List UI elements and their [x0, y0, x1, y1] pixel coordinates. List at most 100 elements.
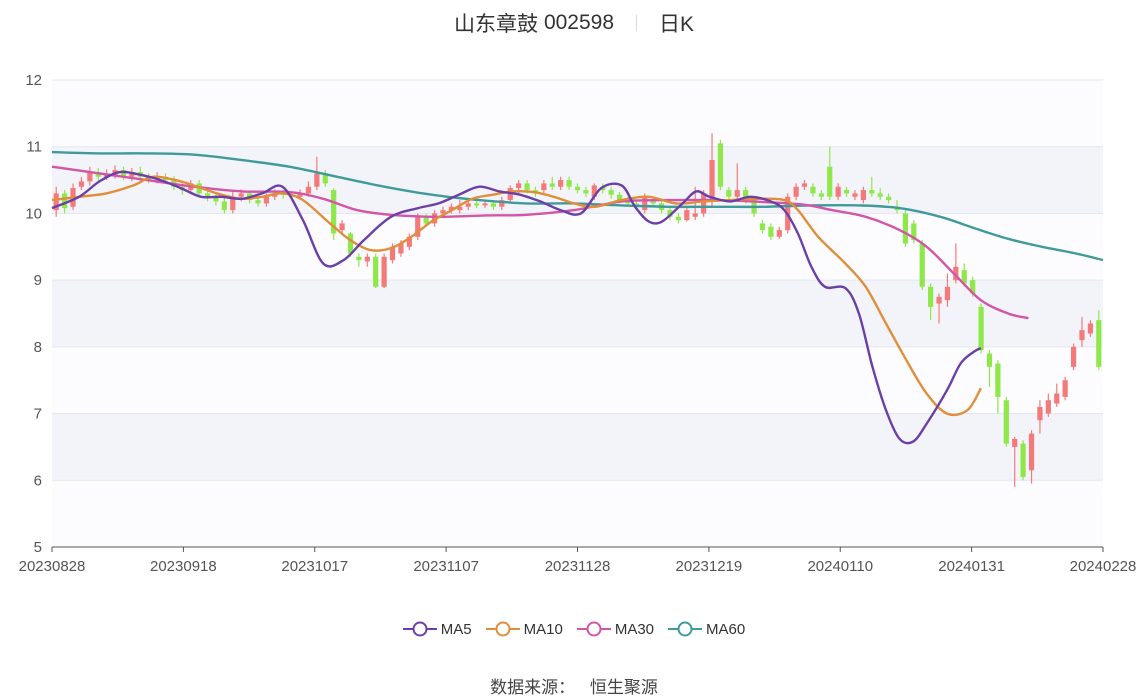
candle [793, 183, 799, 201]
candle-body [406, 236, 412, 247]
candle [801, 180, 808, 191]
ma60-line [51, 150, 1104, 262]
candle [818, 190, 824, 201]
x-tick-label: 20240228 [1070, 558, 1137, 575]
candle [928, 283, 934, 321]
candle [381, 253, 387, 289]
candle [885, 193, 892, 204]
candle [566, 176, 572, 191]
candle-body [970, 280, 976, 294]
candle-body [759, 223, 766, 231]
data-source: 数据来源： 恒生聚源 [0, 673, 1148, 698]
candle [230, 192, 236, 214]
plot-band [52, 80, 1103, 147]
candle-body [62, 193, 68, 209]
candle-body [78, 181, 85, 187]
candle-body [255, 200, 261, 204]
legend-item-ma10[interactable]: MA10 [485, 620, 563, 638]
candle [776, 226, 782, 239]
candle-body [457, 206, 463, 211]
candle-body [574, 186, 581, 191]
candle-body [53, 193, 59, 211]
candle [902, 210, 909, 247]
candle-body [263, 196, 270, 204]
candle-body [331, 190, 337, 234]
candle-body [120, 170, 127, 177]
candle-body [364, 256, 370, 262]
candle [810, 183, 816, 197]
candle [860, 186, 866, 204]
stock-code: 002598 [543, 11, 615, 34]
candle-body [801, 183, 808, 187]
candle-body [1070, 346, 1077, 367]
candle-body [347, 233, 354, 254]
legend-label-ma10: MA10 [523, 620, 563, 638]
candle-body [776, 230, 782, 237]
candle-body [726, 190, 732, 197]
candle-body [902, 213, 909, 244]
candle [717, 140, 724, 191]
candle [1045, 393, 1051, 417]
x-tick-label: 20230918 [150, 558, 217, 575]
candle [978, 303, 984, 354]
ma10-legend-icon [485, 621, 520, 637]
legend-item-ma30[interactable]: MA30 [576, 620, 654, 638]
candle-body [877, 193, 883, 197]
candle [406, 233, 412, 251]
candle [734, 163, 740, 201]
candle [499, 196, 505, 211]
candle [835, 183, 841, 201]
candle-body [230, 196, 236, 211]
candle [78, 176, 85, 191]
candle-body [650, 200, 656, 204]
candle-body [1045, 400, 1051, 414]
ma5-line [51, 170, 982, 445]
plot-band [52, 280, 1103, 347]
x-tick-label: 20231107 [413, 558, 479, 575]
candle-body [314, 173, 320, 187]
candle-body [667, 210, 673, 217]
y-tick-label: 6 [34, 472, 42, 489]
candle-body [473, 203, 480, 206]
candle [608, 186, 614, 199]
candle [1012, 436, 1018, 487]
candle-body [953, 266, 959, 281]
candle-body [1054, 393, 1060, 404]
candle [667, 206, 673, 221]
candle-body [398, 243, 404, 254]
candle [684, 206, 690, 222]
candle-body [440, 210, 446, 214]
candle-body [1096, 320, 1102, 367]
candle [877, 188, 883, 201]
candle [986, 350, 993, 387]
source-label: 数据来源： [490, 678, 576, 697]
candle-body [482, 203, 488, 206]
candle-body [1062, 380, 1068, 397]
x-tick-label: 20231017 [281, 558, 348, 575]
grid-lines [52, 79, 1103, 548]
candle-body [566, 180, 572, 187]
legend-item-ma60[interactable]: MA60 [668, 620, 745, 638]
title-separator [636, 15, 638, 31]
candle [911, 220, 917, 244]
candle [726, 186, 732, 201]
candle [852, 190, 858, 201]
candle [53, 186, 59, 217]
candle [558, 176, 564, 191]
plot-bands [52, 80, 1103, 547]
candle [675, 213, 682, 224]
candle [356, 253, 362, 267]
candle-body [869, 190, 875, 194]
candle-body [1003, 400, 1009, 444]
candle-body [1087, 323, 1093, 334]
candle [995, 360, 1001, 414]
candle [541, 180, 547, 194]
candle-body [499, 200, 505, 207]
candle-body [87, 172, 93, 182]
candle-body [221, 201, 227, 211]
ma30-legend-icon [576, 621, 611, 637]
candle [1096, 310, 1102, 371]
chart-title: 山东章鼓 002598 日K [0, 8, 1148, 38]
candle [415, 213, 421, 241]
legend-item-ma5[interactable]: MA5 [402, 620, 472, 638]
